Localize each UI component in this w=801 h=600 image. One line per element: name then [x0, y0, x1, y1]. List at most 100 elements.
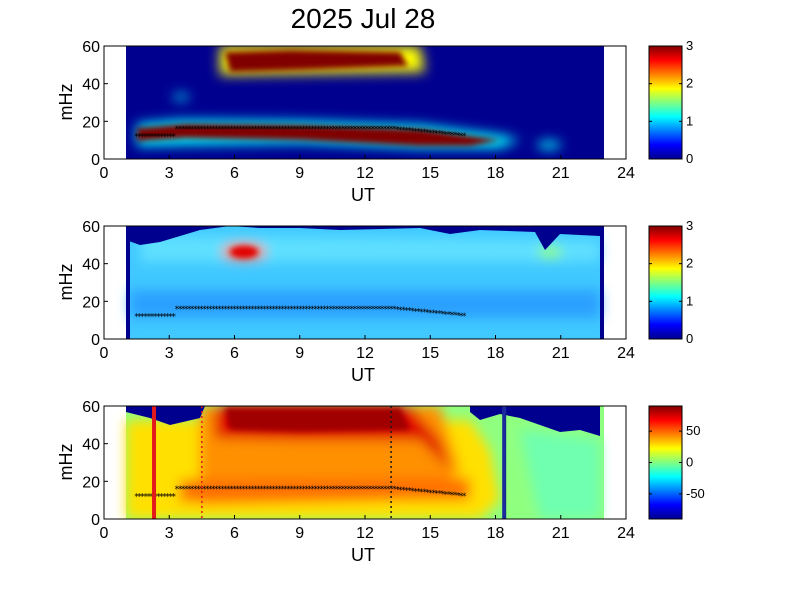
x-tick-label: 21 [552, 525, 570, 542]
ridge-point: * [199, 125, 204, 135]
y-axis-label-top: mHz [56, 84, 76, 121]
ridge-point: * [407, 307, 412, 317]
ridge-point: * [193, 305, 198, 315]
ridge-point: * [271, 305, 276, 315]
masked-top-region [126, 226, 600, 250]
ridge-point: * [178, 305, 183, 315]
ridge-point: * [307, 305, 312, 315]
ridge-point: * [159, 312, 164, 322]
x-tick-label: 24 [617, 525, 635, 542]
x-tick-label: 0 [100, 525, 109, 542]
ridge-point: * [453, 131, 458, 141]
ridge-point: * [350, 305, 355, 315]
ridge-point: * [362, 125, 367, 135]
x-tick-label: 24 [617, 165, 635, 182]
ridge-point: * [310, 305, 315, 315]
ridge-point: * [317, 125, 322, 135]
ridge-point: * [137, 132, 142, 142]
ridge-point: * [147, 132, 152, 142]
ridge-point: * [202, 305, 207, 315]
ridge-point: * [428, 489, 433, 499]
ridge-point: * [310, 485, 315, 495]
ridge-point: * [447, 491, 452, 501]
ridge-point: * [304, 305, 309, 315]
ridge-point: * [141, 492, 146, 502]
ridge-point: * [168, 132, 173, 142]
ridge-point: * [447, 311, 452, 321]
ridge-point: * [256, 125, 261, 135]
ridge-point: * [165, 312, 170, 322]
ridge-point: * [407, 127, 412, 137]
ridge-point: * [238, 125, 243, 135]
ridge-point: * [335, 305, 340, 315]
ridge-point: * [428, 129, 433, 139]
ridge-point: * [208, 485, 213, 495]
ridge-point: * [141, 132, 146, 142]
ridge-point: * [134, 312, 139, 322]
ridge-point: * [444, 310, 449, 320]
blob-dark-red [225, 408, 410, 432]
ridge-point: * [178, 125, 183, 135]
y-tick-label: 40 [82, 77, 100, 94]
ridge-point: * [350, 485, 355, 495]
ridge-point: * [353, 305, 358, 315]
ridge-point: * [156, 132, 161, 142]
ridge-point: * [301, 125, 306, 135]
ridge-point: * [407, 487, 412, 497]
ridge-point: * [190, 125, 195, 135]
ridge-point: * [383, 485, 388, 495]
ridge-point: * [323, 125, 328, 135]
ridge-point: * [435, 489, 440, 499]
ridge-point: * [389, 125, 394, 135]
ridge-point: * [462, 312, 467, 322]
blob-upper-2 [538, 246, 562, 258]
ridge-point: * [147, 492, 152, 502]
ridge-point: * [341, 485, 346, 495]
ridge-bottom: ***** ***********************************… [134, 485, 467, 503]
y-tick-label: 60 [82, 399, 100, 416]
ridge-point: * [153, 132, 158, 142]
x-axis-label-bottom: UT [351, 545, 375, 565]
ridge-point: * [253, 485, 258, 495]
ridge-point: * [398, 126, 403, 136]
ridge-point: * [292, 305, 297, 315]
ridge-point: * [211, 485, 216, 495]
ridge-point: * [404, 306, 409, 316]
ridge-point: * [395, 485, 400, 495]
ridge-point: * [435, 129, 440, 139]
ridge-point: * [196, 305, 201, 315]
ridge-point: * [220, 125, 225, 135]
ridge-point: * [383, 125, 388, 135]
x-tick-label: 3 [165, 345, 174, 362]
ridge-point: * [329, 485, 334, 495]
ridge-point: * [295, 125, 300, 135]
ridge-point: * [304, 485, 309, 495]
ridge-point: * [271, 125, 276, 135]
ridge-point: * [338, 305, 343, 315]
ridge-point: * [338, 125, 343, 135]
ridge-point: * [187, 305, 192, 315]
ridge-point: * [338, 485, 343, 495]
ridge-point: * [184, 305, 189, 315]
ridge-point: * [307, 125, 312, 135]
ridge-point: * [286, 125, 291, 135]
ridge-point: * [344, 305, 349, 315]
ridge-point: * [253, 125, 258, 135]
colorbar-tick-label: 50 [686, 423, 700, 438]
ridge-point: * [265, 125, 270, 135]
x-tick-label: 6 [230, 525, 239, 542]
ridge-point: * [262, 305, 267, 315]
ridge-point: * [341, 125, 346, 135]
ridge-point: * [175, 125, 180, 135]
ridge-point: * [289, 485, 294, 495]
colorbar-tick-label: 0 [686, 455, 693, 470]
ridge-point: * [241, 305, 246, 315]
ridge-point: * [462, 492, 467, 502]
y-axis-label-middle: mHz [56, 264, 76, 301]
ridge-point: * [265, 305, 270, 315]
x-tick-label: 9 [295, 165, 304, 182]
ridge-point: * [329, 125, 334, 135]
ridge-point: * [223, 485, 228, 495]
ridge-point: * [144, 132, 149, 142]
y-tick-label: 20 [82, 294, 100, 311]
